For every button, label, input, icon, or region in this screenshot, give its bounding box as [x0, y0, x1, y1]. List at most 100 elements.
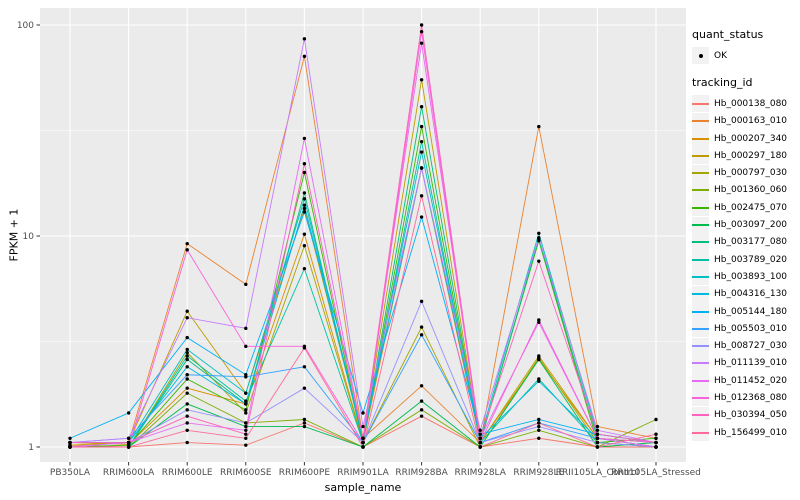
legend-key-box	[692, 216, 709, 234]
legend-item-label: Hb_003789_020	[714, 254, 788, 265]
data-point	[595, 432, 600, 436]
data-point	[478, 436, 482, 440]
data-point	[244, 402, 248, 406]
data-point	[185, 414, 189, 418]
legend-item-label: Hb_004316_130	[714, 289, 788, 300]
legend-key-box	[692, 95, 709, 113]
data-point	[419, 414, 424, 418]
data-point	[302, 136, 307, 141]
legend-item: Hb_002475_070	[692, 199, 798, 217]
x-tick-label: RRIM600LE	[162, 468, 213, 478]
legend-key-box	[692, 47, 709, 65]
data-point	[302, 170, 307, 175]
legend-tracking-id-items: Hb_000138_080 Hb_000163_010 Hb_000207_340 H…	[692, 95, 798, 442]
data-point	[244, 424, 248, 429]
data-point	[244, 408, 248, 412]
legend-item: Hb_005144_180	[692, 303, 798, 320]
data-point	[185, 373, 189, 377]
legend-item: Hb_005503_010	[692, 320, 798, 338]
line-swatch-icon	[692, 241, 709, 244]
data-point	[654, 445, 658, 449]
data-point	[361, 440, 365, 445]
data-point	[537, 424, 541, 429]
legend-item: Hb_001360_060	[692, 181, 798, 199]
legend-item: Hb_030394_050	[692, 406, 798, 424]
legend-key-box	[692, 406, 709, 424]
data-point	[537, 236, 541, 240]
data-point	[478, 428, 482, 432]
data-point	[478, 445, 482, 449]
data-point	[302, 421, 307, 425]
legend-item-label: Hb_001360_060	[714, 185, 788, 196]
legend-key-box	[692, 233, 709, 251]
data-point	[595, 428, 600, 432]
legend-item-label: Hb_000163_010	[714, 116, 788, 127]
line-swatch-icon	[692, 224, 709, 227]
data-point	[302, 191, 307, 195]
data-point	[185, 428, 189, 432]
line-swatch-icon	[692, 379, 709, 382]
legend-quant-status-title: quant_status	[692, 28, 764, 41]
legend-item-label: Hb_000207_340	[714, 133, 788, 144]
x-tick-label: RRII105LA_Control	[556, 468, 639, 478]
x-tick-label: RRIM928BA	[395, 468, 448, 478]
legend-item-label: Hb_003097_200	[714, 220, 788, 231]
line-swatch-icon	[692, 396, 709, 399]
data-point	[419, 333, 424, 337]
data-point	[478, 432, 482, 436]
data-point	[185, 354, 189, 358]
data-point	[185, 309, 189, 313]
data-point	[419, 124, 424, 129]
legend-item-label: Hb_002475_070	[714, 202, 788, 213]
data-point	[126, 445, 131, 449]
data-point	[595, 436, 600, 440]
data-point	[302, 210, 307, 214]
point-icon	[698, 53, 703, 58]
data-point	[244, 421, 248, 425]
x-axis-title: sample_name	[324, 481, 402, 494]
line-swatch-icon	[692, 431, 709, 434]
data-point	[244, 282, 248, 287]
data-point	[537, 421, 541, 425]
data-point	[185, 357, 189, 362]
legend-item: Hb_000207_340	[692, 130, 798, 148]
legend-key-box	[692, 199, 709, 217]
data-point	[654, 432, 658, 436]
data-point	[185, 350, 189, 355]
data-point	[244, 411, 248, 415]
y-tick-label: 100	[17, 21, 34, 31]
data-point	[185, 241, 189, 246]
data-point	[478, 440, 482, 445]
legend-key-box	[692, 164, 709, 182]
legend-item: Hb_000797_030	[692, 164, 798, 182]
data-point	[595, 424, 600, 429]
data-point	[419, 384, 424, 388]
data-point	[654, 440, 658, 445]
line-swatch-icon	[692, 154, 709, 157]
data-point	[244, 432, 248, 436]
x-tick-label: RRIM928LE	[513, 468, 564, 478]
y-tick-label: 1	[28, 443, 34, 453]
data-point	[595, 440, 600, 445]
data-point	[654, 436, 658, 440]
data-point	[419, 78, 424, 82]
data-point	[537, 318, 541, 322]
data-point	[244, 399, 248, 403]
data-point	[185, 377, 189, 381]
data-point	[185, 408, 189, 412]
data-point	[537, 124, 541, 129]
line-swatch-icon	[692, 327, 709, 330]
legend-item: Hb_000297_180	[692, 147, 798, 165]
y-axis-title: FPKM + 1	[7, 208, 21, 262]
legend-item-label: Hb_008727_030	[714, 341, 788, 352]
legend-item: Hb_008727_030	[692, 337, 798, 355]
legend-key-box	[692, 268, 709, 286]
legend-key-box	[692, 337, 709, 355]
legend-item: Hb_012368_080	[692, 389, 798, 407]
data-point	[126, 436, 131, 440]
legend-item: Hb_011139_010	[692, 354, 798, 372]
data-point	[361, 436, 365, 440]
line-swatch-icon	[692, 275, 709, 278]
data-point	[419, 166, 424, 170]
